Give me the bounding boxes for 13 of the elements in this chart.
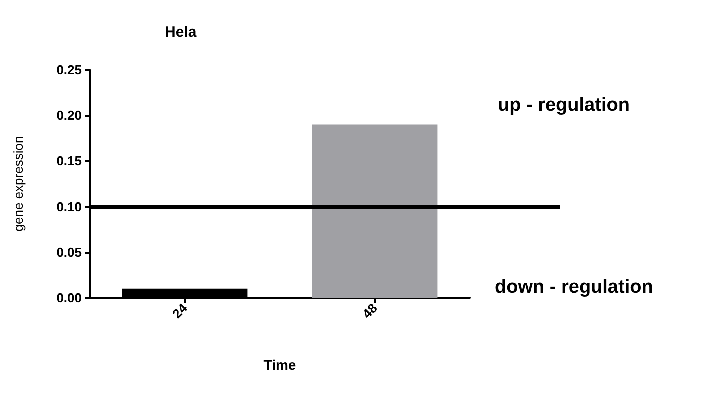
annotation: down - regulation <box>495 277 654 298</box>
y-tick-label: 0.05 <box>56 244 82 260</box>
chart-title: Hela <box>165 24 198 41</box>
x-tick-label: 48 <box>359 300 380 322</box>
y-tick-label: 0.00 <box>56 290 82 306</box>
annotation: up - regulation <box>498 95 630 116</box>
y-tick-label: 0.10 <box>56 199 82 214</box>
y-tick-label: 0.25 <box>56 62 82 78</box>
y-tick-label: 0.20 <box>56 108 82 124</box>
x-axis-title: Time <box>264 357 296 373</box>
y-axis-title: gene expression <box>11 136 26 232</box>
x-tick-label: 24 <box>169 300 191 322</box>
y-tick-label: 0.15 <box>56 154 82 169</box>
